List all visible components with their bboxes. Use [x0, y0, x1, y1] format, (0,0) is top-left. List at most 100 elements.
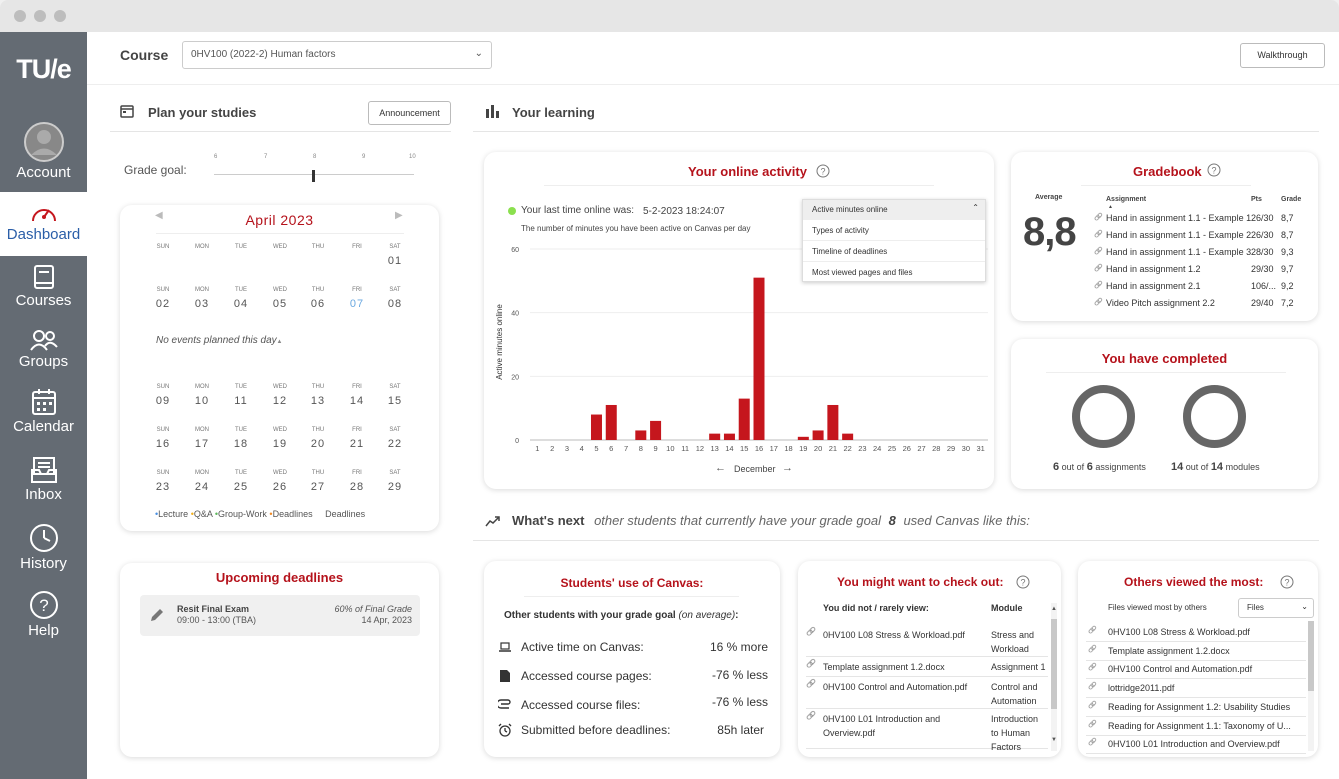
assignment-name[interactable]: Hand in assignment 1.2 — [1106, 264, 1201, 274]
chart-type-dropdown[interactable]: Active minutes online ⌃ Types of activity… — [802, 199, 986, 282]
calendar-day[interactable]: 10 — [194, 395, 210, 407]
deadline-item[interactable]: Resit Final Exam 09:00 - 13:00 (TBA) 60%… — [140, 595, 420, 636]
calendar-day[interactable]: 15 — [387, 395, 403, 407]
sidebar-item-account[interactable]: Account — [0, 120, 87, 190]
chart-bar[interactable] — [827, 404, 839, 440]
calendar-day[interactable]: 26 — [272, 481, 288, 493]
calendar-day[interactable]: 05 — [272, 298, 288, 310]
course-select[interactable]: 0HV100 (2022-2) Human factors ⌄ — [182, 41, 492, 69]
file-link[interactable]: Reading for Assignment 1.1: Taxonomy of … — [1108, 720, 1291, 731]
file-link[interactable]: 0HV100 Control and Automation.pdf — [823, 682, 968, 692]
dropdown-option[interactable]: Types of activity — [803, 220, 985, 241]
link-icon[interactable]: 🔗 — [1094, 231, 1103, 238]
window-maximize-dot[interactable] — [54, 10, 66, 22]
link-icon[interactable]: 🔗 — [1094, 265, 1103, 272]
help-icon[interactable]: ? — [816, 164, 830, 178]
chart-bar[interactable] — [635, 430, 647, 440]
calendar-day[interactable]: 23 — [155, 481, 171, 493]
file-link[interactable]: 0HV100 L08 Stress & Workload.pdf — [823, 630, 965, 640]
dropdown-selected[interactable]: Active minutes online ⌃ — [803, 200, 985, 220]
calendar-day[interactable]: 18 — [233, 438, 249, 450]
prev-month-arrow-icon[interactable]: ← — [715, 462, 726, 474]
calendar-day[interactable]: 25 — [233, 481, 249, 493]
link-icon[interactable]: 🔗 — [1094, 248, 1103, 255]
scroll-up-icon[interactable]: ▲ — [1051, 606, 1057, 612]
sidebar-item-groups[interactable]: Groups — [0, 329, 87, 384]
sidebar-item-help[interactable]: ? Help — [0, 590, 87, 650]
window-minimize-dot[interactable] — [34, 10, 46, 22]
table-row[interactable]: 🔗 Template assignment 1.2.docx Assignment … — [806, 657, 1048, 677]
list-item[interactable]: 🔗 0HV100 Control and Automation.pdf — [1086, 661, 1306, 680]
calendar-day[interactable]: 21 — [349, 438, 365, 450]
link-icon[interactable]: 🔗 — [1094, 299, 1103, 306]
sidebar-item-calendar[interactable]: Calendar — [0, 388, 87, 448]
calendar-day[interactable]: 19 — [272, 438, 288, 450]
calendar-day[interactable]: 03 — [194, 298, 210, 310]
file-link[interactable]: 0HV100 Control and Automation.pdf — [1108, 664, 1253, 675]
next-month-arrow-icon[interactable]: → — [782, 462, 793, 474]
table-row[interactable]: 🔗 0HV100 Control and Automation.pdf Contro… — [806, 677, 1048, 709]
calendar-day[interactable]: 24 — [194, 481, 210, 493]
chart-bar[interactable] — [590, 414, 602, 440]
calendar-day[interactable]: 02 — [155, 298, 171, 310]
window-close-dot[interactable] — [14, 10, 26, 22]
calendar-day[interactable]: 06 — [310, 298, 326, 310]
chart-bar[interactable] — [753, 277, 765, 440]
calendar-day[interactable]: 12 — [272, 395, 288, 407]
next-month-icon[interactable]: ▶ — [395, 210, 403, 221]
calendar-day[interactable]: 27 — [310, 481, 326, 493]
calendar-day[interactable]: 11 — [234, 395, 248, 407]
scroll-down-icon[interactable]: ▼ — [1051, 737, 1057, 743]
calendar-day[interactable]: 17 — [194, 438, 210, 450]
announcement-button[interactable]: Announcement — [368, 101, 451, 125]
help-icon[interactable]: ? — [1280, 575, 1294, 589]
link-icon[interactable]: 🔗 — [1094, 214, 1103, 221]
slider-handle[interactable] — [312, 170, 315, 182]
scrollbar-thumb[interactable] — [1308, 621, 1314, 691]
file-link[interactable]: Reading for Assignment 1.2: Usability St… — [1108, 701, 1291, 712]
chart-bar[interactable] — [709, 433, 721, 440]
sort-asc-icon[interactable]: ▲ — [1108, 204, 1113, 210]
calendar-day[interactable]: 22 — [387, 438, 403, 450]
sidebar-item-dashboard[interactable]: Dashboard — [0, 192, 87, 256]
list-item[interactable]: 🔗 Template assignment 1.2.docx — [1086, 643, 1306, 661]
calendar-day[interactable]: 09 — [155, 395, 171, 407]
scrollbar[interactable]: ▲ ▼ — [1051, 603, 1057, 751]
assignment-name[interactable]: Hand in assignment 1.1 - Example 3 — [1106, 247, 1252, 257]
calendar-day[interactable]: 14 — [349, 395, 365, 407]
file-link[interactable]: Template assignment 1.2.docx — [823, 662, 945, 672]
chart-bar[interactable] — [812, 430, 824, 440]
calendar-day[interactable]: 07 — [349, 298, 365, 310]
calendar-day[interactable]: 28 — [349, 481, 365, 493]
assignment-name[interactable]: Hand in assignment 2.1 — [1106, 281, 1201, 291]
list-item[interactable]: 🔗 Reading for Assignment 1.2: Usability S… — [1086, 699, 1306, 717]
chart-bar[interactable] — [797, 436, 809, 440]
scrollbar[interactable] — [1308, 621, 1314, 751]
sidebar-item-inbox[interactable]: Inbox — [0, 456, 87, 516]
file-link[interactable]: lottridge2011.pdf — [1108, 683, 1175, 694]
sidebar-item-courses[interactable]: Courses — [0, 264, 87, 319]
list-item[interactable]: 🔗 lottridge2011.pdf — [1086, 680, 1306, 699]
calendar-day[interactable]: 13 — [310, 395, 326, 407]
calendar-day[interactable]: 29 — [387, 481, 403, 493]
dropdown-option[interactable]: Most viewed pages and files — [812, 268, 913, 277]
file-link[interactable]: Template assignment 1.2.docx — [1108, 645, 1230, 656]
help-icon[interactable]: ? — [1207, 163, 1221, 177]
list-item[interactable]: 🔗 0HV100 L08 Stress & Workload.pdf — [1086, 624, 1306, 642]
calendar-day[interactable]: 04 — [233, 298, 249, 310]
calendar-day[interactable]: 20 — [310, 438, 326, 450]
dropdown-option[interactable]: Timeline of deadlines — [803, 241, 985, 262]
table-row[interactable]: 🔗 0HV100 L08 Stress & Workload.pdf Stress … — [806, 625, 1048, 657]
file-link[interactable]: 0HV100 L01 Introduction and Overview.pdf — [823, 714, 941, 738]
others-select[interactable]: Files ⌄ — [1238, 598, 1314, 618]
chart-bar[interactable] — [605, 404, 617, 440]
chart-bar[interactable] — [842, 433, 854, 440]
file-link[interactable]: 0HV100 L01 Introduction and Overview.pdf — [1108, 739, 1280, 750]
list-item[interactable]: 🔗 0HV100 L01 Introduction and Overview.pd… — [1086, 736, 1306, 755]
help-icon[interactable]: ? — [1016, 575, 1030, 589]
sidebar-item-history[interactable]: History — [0, 523, 87, 583]
assignment-name[interactable]: Hand in assignment 1.1 - Example 2 — [1106, 230, 1252, 240]
assignment-name[interactable]: Video Pitch assignment 2.2 — [1106, 298, 1215, 308]
prev-month-icon[interactable]: ◀ — [155, 210, 163, 221]
chart-bar[interactable] — [738, 398, 750, 440]
